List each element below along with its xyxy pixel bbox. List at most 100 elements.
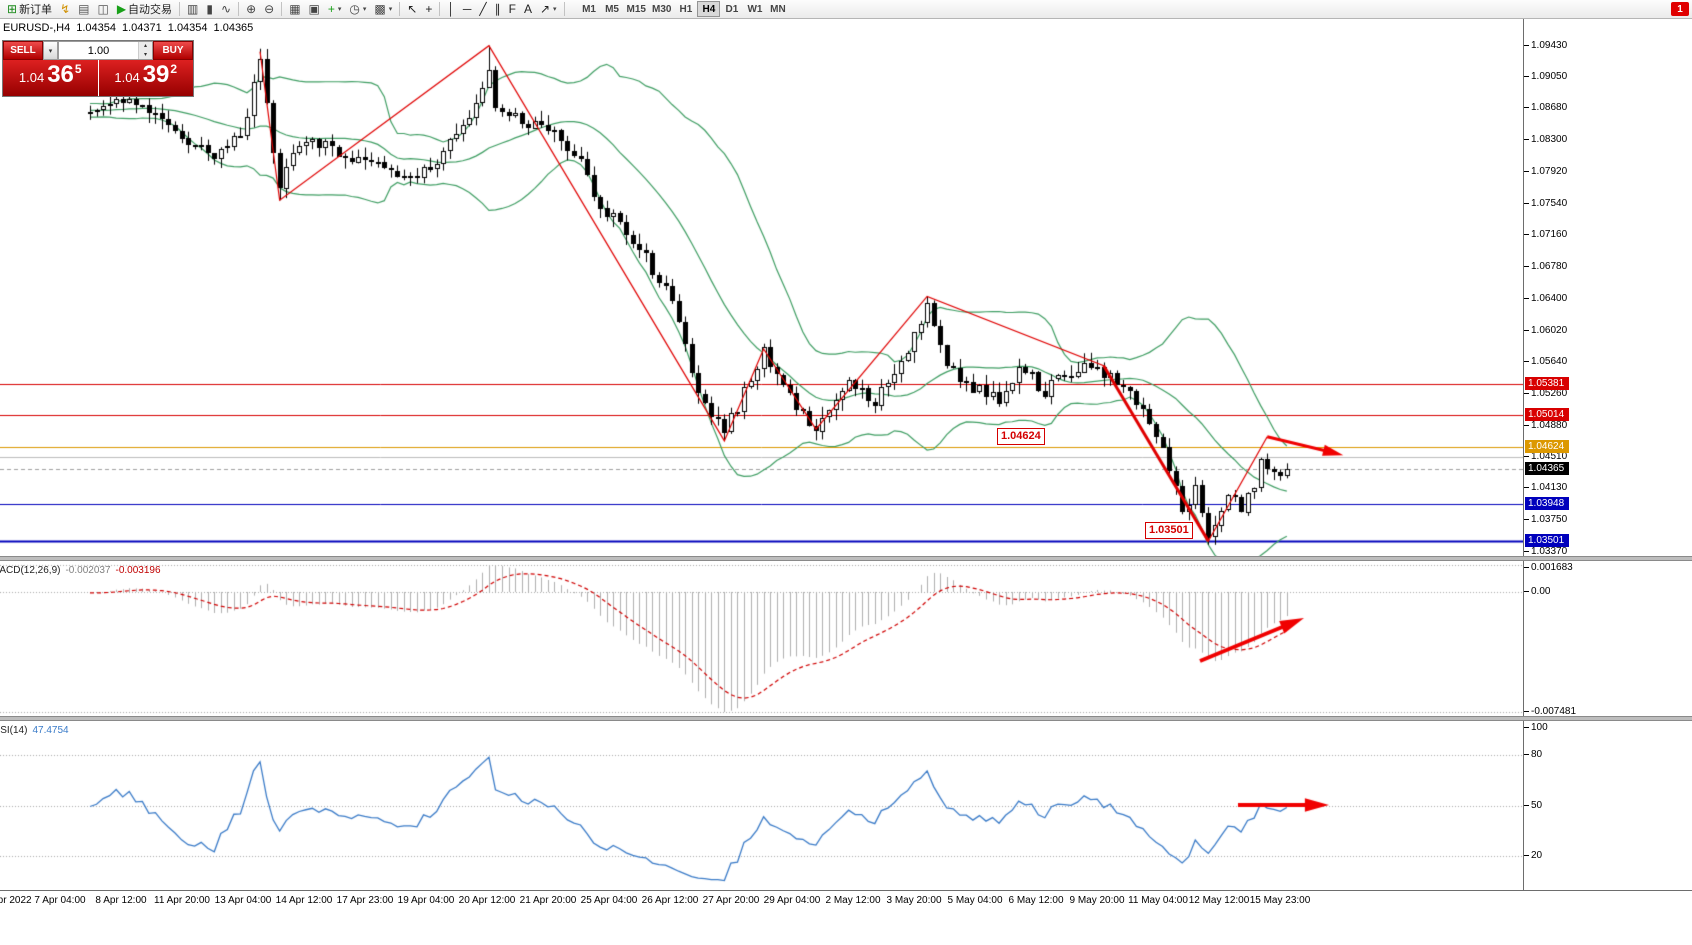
macd-value-signal: -0.003196 bbox=[115, 565, 161, 576]
alert-badge[interactable]: 1 bbox=[1671, 2, 1689, 16]
price-annotation[interactable]: 1.04624 bbox=[997, 428, 1045, 446]
zoom-in-button[interactable]: ⊕ bbox=[242, 1, 260, 18]
timeframe-m5-button[interactable]: M5 bbox=[601, 1, 624, 17]
time-label: 13 Apr 04:00 bbox=[214, 895, 272, 906]
new-chart-icon: ◫ bbox=[97, 2, 109, 16]
crosshair-icon: + bbox=[425, 2, 433, 16]
bar-chart-mode-button[interactable]: ▥ bbox=[183, 1, 202, 18]
macd-panel-canvas[interactable] bbox=[0, 561, 1523, 718]
price-axis[interactable]: 0.001683 0.00 -0.007481 100 80 50 20 1.09430 1.0… bbox=[1523, 19, 1692, 890]
volume-spinner: ▴ ▾ bbox=[138, 42, 152, 59]
time-label: 9 May 20:00 bbox=[1069, 895, 1125, 906]
line-chart-mode-icon: ∿ bbox=[221, 2, 232, 16]
templates-button[interactable]: ▩ ▾ bbox=[370, 1, 396, 18]
volume-input[interactable] bbox=[59, 42, 138, 59]
new-chart-button[interactable]: ◫ bbox=[93, 1, 112, 18]
equidistant-channel-button[interactable]: ∥ bbox=[491, 1, 505, 18]
text-label-button[interactable]: A bbox=[520, 1, 536, 18]
time-label: 3 May 20:00 bbox=[886, 895, 942, 906]
time-label: 21 Apr 20:00 bbox=[519, 895, 577, 906]
tile-windows-icon: ▦ bbox=[289, 2, 301, 16]
zoom-out-button[interactable]: ⊖ bbox=[260, 1, 278, 18]
price-tag-104365: 1.04365 bbox=[1525, 461, 1570, 475]
new-order-icon: ⊞ bbox=[7, 2, 18, 16]
sell-price-display[interactable]: 1.04 36 5 bbox=[3, 60, 98, 96]
timeframe-h4-button[interactable]: H4 bbox=[697, 1, 721, 17]
price-tick-label: 1.04130 bbox=[1523, 482, 1568, 494]
quick-trade-button[interactable]: ↯ bbox=[56, 1, 74, 18]
macd-axis-label: 0.00 bbox=[1523, 585, 1551, 597]
buy-price-point: 2 bbox=[170, 62, 178, 76]
cursor-icon: ↖ bbox=[407, 2, 418, 16]
macd-value-main: -0.002037 bbox=[65, 565, 111, 576]
buy-price-base: 1.04 bbox=[114, 70, 140, 85]
time-label: 29 Apr 04:00 bbox=[763, 895, 821, 906]
equidistant-channel-icon: ∥ bbox=[494, 2, 501, 16]
time-label: Apr 2022 bbox=[0, 895, 32, 906]
price-tag-105381: 1.05381 bbox=[1525, 376, 1570, 390]
rsi-label: RSI(14) 47.4754 bbox=[0, 725, 69, 736]
timeframe-h1-button[interactable]: H1 bbox=[674, 1, 697, 17]
macd-name: MACD(12,26,9) bbox=[0, 565, 61, 576]
symbol-ohlc-header: EURUSD-,H4 1.04354 1.04371 1.04354 1.043… bbox=[3, 22, 253, 34]
timeframe-d1-button[interactable]: D1 bbox=[720, 1, 743, 17]
periods-button[interactable]: ◷ ▾ bbox=[345, 1, 370, 18]
arrows-tool-button[interactable]: ↗ ▾ bbox=[536, 1, 561, 18]
candlestick-mode-button[interactable]: ▮ bbox=[202, 1, 217, 18]
buy-button[interactable]: BUY bbox=[153, 41, 193, 60]
time-label: 14 Apr 12:00 bbox=[275, 895, 333, 906]
autotrading-icon: ▶ bbox=[116, 2, 127, 16]
candlestick-mode-icon: ▮ bbox=[206, 2, 213, 16]
timeframe-mn-button[interactable]: MN bbox=[766, 1, 789, 17]
price-annotation[interactable]: 1.03501 bbox=[1145, 522, 1193, 540]
price-tick-label: 1.06780 bbox=[1523, 261, 1568, 273]
timeframe-m1-button[interactable]: M1 bbox=[578, 1, 601, 17]
text-label-icon: A bbox=[523, 2, 532, 16]
timeframe-m30-button[interactable]: M30 bbox=[649, 1, 674, 17]
time-label: 8 Apr 12:00 bbox=[95, 895, 147, 906]
main-chart-canvas[interactable] bbox=[0, 19, 1523, 558]
time-label: 6 May 12:00 bbox=[1008, 895, 1064, 906]
toolbar-separator bbox=[179, 2, 181, 16]
buy-price-display[interactable]: 1.04 39 2 bbox=[98, 60, 193, 96]
autotrading-button[interactable]: ▶ 自动交易 bbox=[113, 1, 176, 18]
crosshair-button[interactable]: + bbox=[421, 1, 436, 18]
auto-arrange-button[interactable]: ▣ bbox=[305, 1, 324, 18]
auto-arrange-icon: ▣ bbox=[308, 2, 320, 16]
macd-axis-label: 0.001683 bbox=[1524, 562, 1573, 573]
price-tick-label: 1.03370 bbox=[1523, 545, 1568, 557]
arrows-tool-icon: ↗ bbox=[539, 2, 551, 16]
rsi-value: 47.4754 bbox=[32, 725, 69, 736]
fibonacci-button[interactable]: F bbox=[505, 1, 520, 18]
toolbar-separator bbox=[563, 2, 565, 16]
panel-separator[interactable] bbox=[0, 716, 1692, 721]
indicators-list-button[interactable]: + ▾ bbox=[324, 1, 346, 18]
rsi-panel-canvas[interactable] bbox=[0, 721, 1523, 890]
cursor-button[interactable]: ↖ bbox=[403, 1, 421, 18]
print-button[interactable]: ▤ bbox=[74, 1, 93, 18]
price-tick-label: 1.09430 bbox=[1523, 39, 1568, 51]
price-tick-label: 1.03750 bbox=[1523, 514, 1568, 526]
tile-windows-button[interactable]: ▦ bbox=[285, 1, 304, 18]
sell-price-base: 1.04 bbox=[18, 70, 45, 85]
timeframe-w1-button[interactable]: W1 bbox=[743, 1, 766, 17]
timeframe-m15-button[interactable]: M15 bbox=[624, 1, 649, 17]
line-chart-mode-button[interactable]: ∿ bbox=[217, 1, 235, 18]
buy-price-pips: 39 bbox=[142, 61, 170, 88]
volume-up-button[interactable]: ▴ bbox=[139, 42, 152, 51]
toolbar-separator bbox=[238, 2, 240, 16]
vertical-line-icon: │ bbox=[447, 2, 455, 16]
macd-label: MACD(12,26,9) -0.002037 -0.003196 bbox=[0, 565, 161, 576]
trendline-button[interactable]: ╱ bbox=[475, 1, 490, 18]
panel-separator[interactable] bbox=[0, 556, 1692, 561]
sell-button[interactable]: SELL bbox=[3, 41, 43, 60]
vertical-line-button[interactable]: │ bbox=[443, 1, 459, 18]
order-options-dropdown[interactable]: ▾ bbox=[43, 41, 58, 60]
price-tick-label: 1.08300 bbox=[1523, 134, 1568, 146]
volume-down-button[interactable]: ▾ bbox=[139, 50, 152, 59]
price-tick-label: 1.07540 bbox=[1523, 197, 1568, 209]
time-label: 27 Apr 20:00 bbox=[702, 895, 760, 906]
horizontal-line-button[interactable]: ─ bbox=[459, 1, 476, 18]
new-order-button[interactable]: ⊞ 新订单 bbox=[3, 1, 56, 18]
